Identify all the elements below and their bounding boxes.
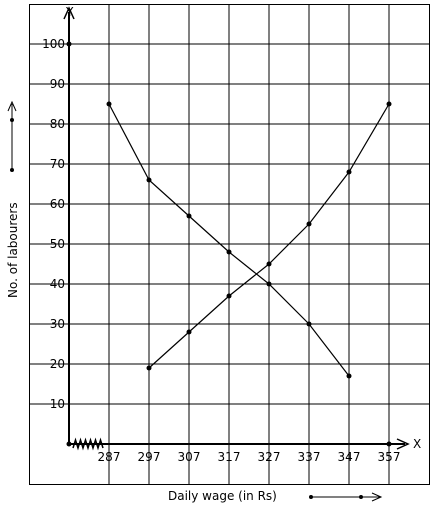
ticks: 287 297 307 317 327 337 347 357 10 20 30 40 50 60 70 80… [42, 37, 400, 464]
y-tick-label: 60 [50, 197, 65, 211]
x-axis-break [72, 437, 104, 451]
y-tick-label: 20 [50, 357, 65, 371]
y-direction-arrow [7, 100, 17, 172]
y-tick-label: 10 [50, 397, 65, 411]
series-2-point [146, 365, 152, 371]
y-axis-end-point [66, 41, 72, 47]
x-tick-label: 347 [338, 450, 361, 464]
series-2-point [306, 221, 312, 227]
x-axis-label: Daily wage (in Rs) [168, 489, 277, 503]
origin-point [66, 441, 72, 447]
y-tick-label: 30 [50, 317, 65, 331]
series-1-point [226, 249, 232, 255]
series-2-point [226, 293, 232, 299]
x-tick-label: 297 [138, 450, 161, 464]
x-axis-arrowhead [396, 438, 410, 450]
y-tick-label: 100 [42, 37, 65, 51]
series-1-point [266, 281, 272, 287]
series [106, 101, 392, 379]
y-axis-label: No. of labourers [6, 202, 20, 298]
series-1-point [306, 321, 312, 327]
y-tick-label: 50 [50, 237, 65, 251]
series-1-point [186, 213, 192, 219]
grid [29, 4, 430, 485]
series-2-point [186, 329, 192, 335]
x-tick-label: 307 [178, 450, 201, 464]
series-2-point [346, 169, 352, 175]
y-tick-label: 90 [50, 77, 65, 91]
x-tick-label: 327 [258, 450, 281, 464]
x-tick-label: 357 [378, 450, 401, 464]
y-tick-label: 40 [50, 277, 65, 291]
y-tick-label: 80 [50, 117, 65, 131]
y-axis-arrowhead [63, 6, 75, 20]
x-tick-label: 317 [218, 450, 241, 464]
x-direction-arrow [309, 492, 383, 502]
axes [63, 6, 410, 451]
series-1-point [106, 101, 112, 107]
series-1-point [146, 177, 152, 183]
y-axis-letter: Y [65, 5, 74, 19]
y-tick-label: 70 [50, 157, 65, 171]
x-axis-letter: X [413, 437, 421, 451]
series-1-point [346, 373, 352, 379]
x-tick-label: 287 [98, 450, 121, 464]
series-2-point [386, 101, 392, 107]
series-2-point [266, 261, 272, 267]
x-tick-label: 337 [298, 450, 321, 464]
